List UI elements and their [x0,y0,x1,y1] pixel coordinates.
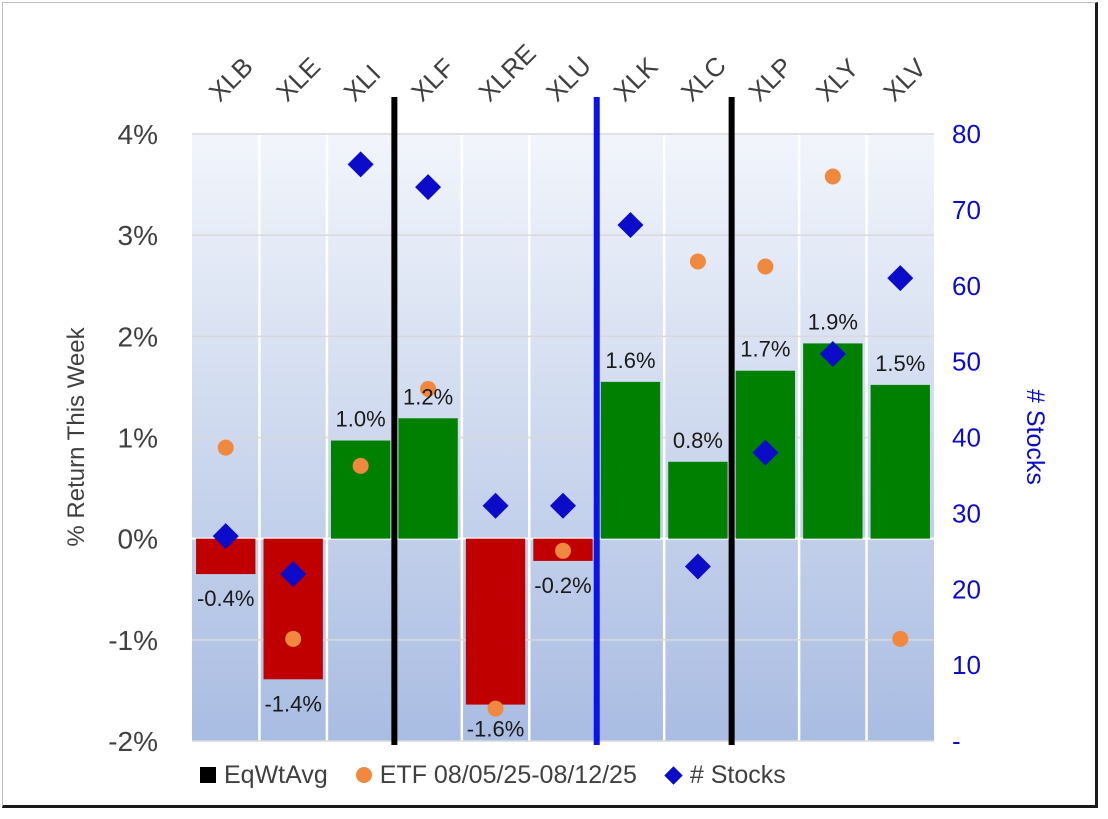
legend-label-etf: ETF 08/05/25-08/12/25 [379,760,637,789]
left-axis-title: % Return This Week [63,326,90,546]
right-tick-label: 50 [952,347,981,377]
category-label-xlb: XLB [203,51,259,107]
legend-item-etf: ETF 08/05/25-08/12/25 [355,760,637,790]
legend-label-stocks: # Stocks [689,760,786,789]
stocks-point-xlu [550,492,576,519]
bar-label-xlre: -1.6% [467,717,524,742]
etf-series [217,168,909,717]
stocks-point-xlc [684,553,711,580]
etf-point-xle [285,630,302,647]
category-label-xlu: XLU [540,50,597,107]
etf-point-xlc [689,253,706,270]
left-axis-ticks: 4% 3% 2% 1% 0% -1% -2% [108,119,158,757]
bar-series [196,343,930,705]
right-tick-label: 80 [952,119,981,149]
legend-swatch-dot [355,767,372,783]
bar-label-xly: 1.9% [808,309,858,334]
right-axis-ticks: 80 70 60 50 40 30 20 10 - [952,119,981,756]
stocks-point-xlf [415,174,442,201]
right-tick-label: 60 [952,271,981,301]
stocks-point-xli [347,151,374,178]
bar-xly [803,343,863,539]
bar-xlre [465,538,526,705]
right-tick-label: 70 [952,195,981,225]
left-tick-label: -1% [108,625,158,656]
stocks-point-xlk [617,212,644,239]
etf-point-xlp [757,258,774,275]
right-axis-title: # Stocks [1021,389,1049,485]
left-tick-label: 3% [118,220,158,251]
etf-point-xli [352,457,369,474]
category-label-xlc: XLC [675,50,732,107]
category-label-xle: XLE [270,51,326,107]
bar-xlv [870,384,930,539]
legend-swatch-diamond [664,765,683,785]
bar-data-labels: -0.4% -1.4% 1.0% 1.2% -1.6% -0.2% 1.6% 0.8% 1.7%… [197,309,925,741]
legend-item-stocks: # Stocks [664,760,786,790]
bar-label-xlc: 0.8% [673,428,723,453]
stocks-point-xle [280,561,307,588]
left-tick-label: 4% [118,119,158,150]
bar-label-xli: 1.0% [336,407,386,432]
group-dividers [391,97,735,745]
right-tick-label: 30 [952,498,981,528]
etf-point-xlv [892,630,909,647]
right-tick-label: - [952,726,961,756]
bar-label-xle: -1.4% [264,691,321,716]
legend: EqWtAvg ETF 08/05/25-08/12/25 # Stocks [200,760,786,790]
bar-xli [330,440,391,539]
category-label-xlk: XLK [607,51,663,107]
stocks-point-xlv [887,265,914,292]
left-tick-label: 0% [118,524,158,555]
category-label-xlp: XLP [742,51,798,107]
bar-label-xlk: 1.6% [605,348,655,373]
category-label-xlre: XLRE [473,38,542,107]
legend-label-eqwtavg: EqWtAvg [224,760,328,789]
etf-point-xly [824,168,841,185]
bar-xle [263,538,323,680]
stocks-point-xlb [212,523,239,550]
bar-xlk [600,381,661,539]
left-tick-label: 1% [118,423,158,454]
stocks-point-xlp [752,439,779,466]
legend-item-eqwtavg: EqWtAvg [200,761,328,790]
bar-label-xlp: 1.7% [740,337,790,362]
category-label-xlf: XLF [405,52,460,107]
bar-label-xlb: -0.4% [197,586,254,611]
bar-label-xlv: 1.5% [875,351,925,376]
category-label-xly: XLY [810,53,865,108]
category-label-xli: XLI [338,58,387,107]
right-tick-label: 20 [952,574,981,604]
bar-label-xlu: -0.2% [534,573,591,598]
bar-xlc [668,461,728,539]
stocks-point-xly [819,341,846,368]
left-tick-label: -2% [108,726,158,757]
legend-swatch-bar [200,767,216,783]
bar-xlf [398,418,458,539]
category-label-xlv: XLV [877,52,932,107]
etf-point-xlre [487,700,504,717]
left-tick-label: 2% [118,321,158,352]
stocks-series [212,151,914,588]
right-tick-label: 40 [952,423,981,453]
etf-point-xlb [217,439,234,456]
etf-point-xlf [420,380,437,397]
right-tick-label: 10 [952,650,981,680]
stocks-point-xlre [482,492,509,519]
etf-point-xlu [555,542,571,559]
bar-label-xlf: 1.2% [403,384,453,409]
